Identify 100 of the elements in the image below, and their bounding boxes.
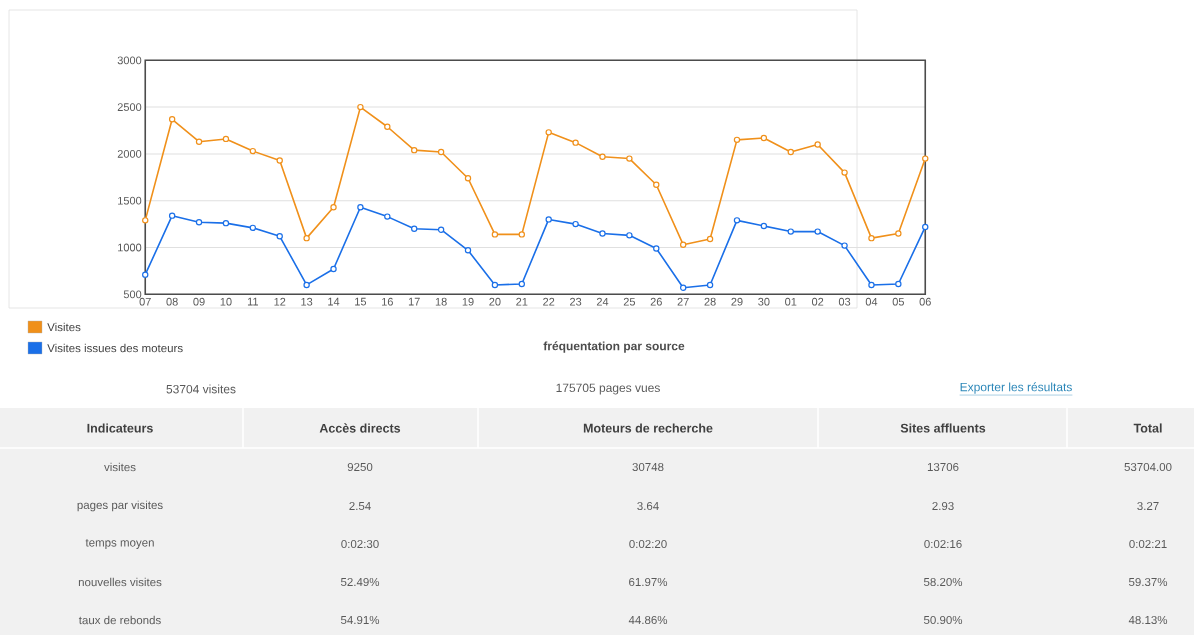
point	[222, 219, 230, 227]
x-tick-label: 14	[328, 297, 340, 306]
x-tick-label: 28	[704, 297, 716, 306]
x-tick-label: 21	[516, 297, 528, 306]
point	[679, 284, 687, 291]
x-tick-label: 25	[623, 297, 636, 306]
point	[545, 129, 552, 136]
point	[195, 219, 203, 226]
point	[464, 247, 472, 254]
point	[868, 281, 875, 289]
point	[491, 231, 499, 238]
x-tick-label: 16	[382, 297, 393, 306]
point	[491, 281, 499, 289]
point	[545, 216, 552, 223]
point	[518, 280, 525, 288]
point	[411, 146, 418, 154]
x-tick-label: 24	[596, 297, 609, 306]
point	[222, 135, 230, 143]
x-tick-label: 10	[220, 297, 232, 306]
point	[868, 234, 875, 242]
x-tick-label: 04	[865, 297, 878, 306]
point	[706, 281, 714, 289]
point	[626, 155, 633, 162]
x-tick-label: 13	[301, 297, 313, 306]
y-tick-label: 500	[123, 290, 142, 299]
point	[760, 134, 768, 142]
text: Exporter les résultats	[960, 382, 1072, 394]
x-tick-label: 22	[543, 297, 555, 306]
x-tick-label: 09	[193, 297, 205, 306]
point	[572, 139, 579, 146]
x-tick-label: 07	[139, 297, 151, 306]
point	[626, 232, 633, 239]
x-tick-label: 23	[570, 297, 582, 306]
text: 48.13%	[1128, 615, 1168, 625]
y-tick-label: 2500	[117, 103, 142, 111]
text: 3.27	[1137, 501, 1159, 511]
point	[572, 220, 579, 228]
point	[706, 235, 714, 243]
text: fréquentation par source	[543, 341, 685, 353]
y-tick-label: 1500	[118, 196, 142, 205]
point	[518, 231, 525, 238]
point	[814, 141, 821, 148]
text: 175705 pages vues	[556, 383, 660, 395]
text: 13706	[927, 462, 959, 472]
point	[841, 169, 848, 176]
point	[168, 212, 176, 219]
text: 54.91%	[340, 615, 380, 625]
point	[303, 234, 310, 242]
text: 53704.00	[1124, 462, 1172, 472]
point	[653, 181, 660, 188]
y-tick-label: 3000	[117, 56, 142, 65]
point	[384, 213, 391, 220]
text: 50.90%	[923, 615, 963, 625]
x-tick-label: 02	[811, 297, 824, 306]
category-label: Sites affluents	[900, 423, 986, 433]
x-tick-label: 03	[838, 297, 851, 306]
point	[733, 217, 741, 224]
text: 0:02:30	[341, 539, 379, 549]
point	[249, 147, 257, 155]
category-label: pages par visites	[77, 500, 163, 512]
x-tick-label: 01	[785, 297, 797, 306]
point	[168, 116, 176, 123]
point	[330, 204, 337, 211]
point	[599, 230, 606, 237]
text: 0:02:21	[1129, 539, 1167, 549]
point	[733, 136, 741, 144]
point	[357, 204, 364, 211]
x-tick-label: 26	[650, 297, 662, 306]
x-tick-label: 08	[166, 297, 178, 306]
x-tick-label: 20	[489, 297, 501, 306]
point	[411, 225, 418, 232]
point	[653, 245, 660, 252]
point	[195, 138, 203, 145]
point	[357, 103, 364, 111]
point	[249, 224, 257, 232]
category-label: taux de rebonds	[78, 615, 161, 625]
point	[330, 265, 337, 273]
point	[276, 157, 283, 164]
x-tick-label: 17	[408, 297, 420, 306]
point	[895, 230, 902, 237]
y-tick-label: 2000	[117, 150, 142, 158]
text: 52.49%	[340, 577, 380, 587]
x-tick-label: 29	[731, 297, 743, 306]
point	[922, 223, 929, 231]
point	[787, 228, 794, 235]
x-tick-label: 30	[758, 297, 770, 306]
text: 53704 visites	[166, 384, 236, 394]
point	[679, 241, 687, 248]
x-tick-label: 05	[892, 297, 904, 306]
point	[303, 281, 310, 289]
category-label: visites	[104, 462, 136, 472]
x-tick-label: 18	[435, 297, 447, 306]
point	[384, 123, 391, 130]
text: 2.54	[349, 501, 371, 511]
x-tick-label: 27	[677, 297, 689, 306]
point	[142, 217, 149, 224]
category-label: Total	[1133, 423, 1162, 433]
text: 30748	[632, 462, 664, 472]
x-tick-label: 11	[247, 297, 259, 306]
point	[787, 148, 794, 156]
